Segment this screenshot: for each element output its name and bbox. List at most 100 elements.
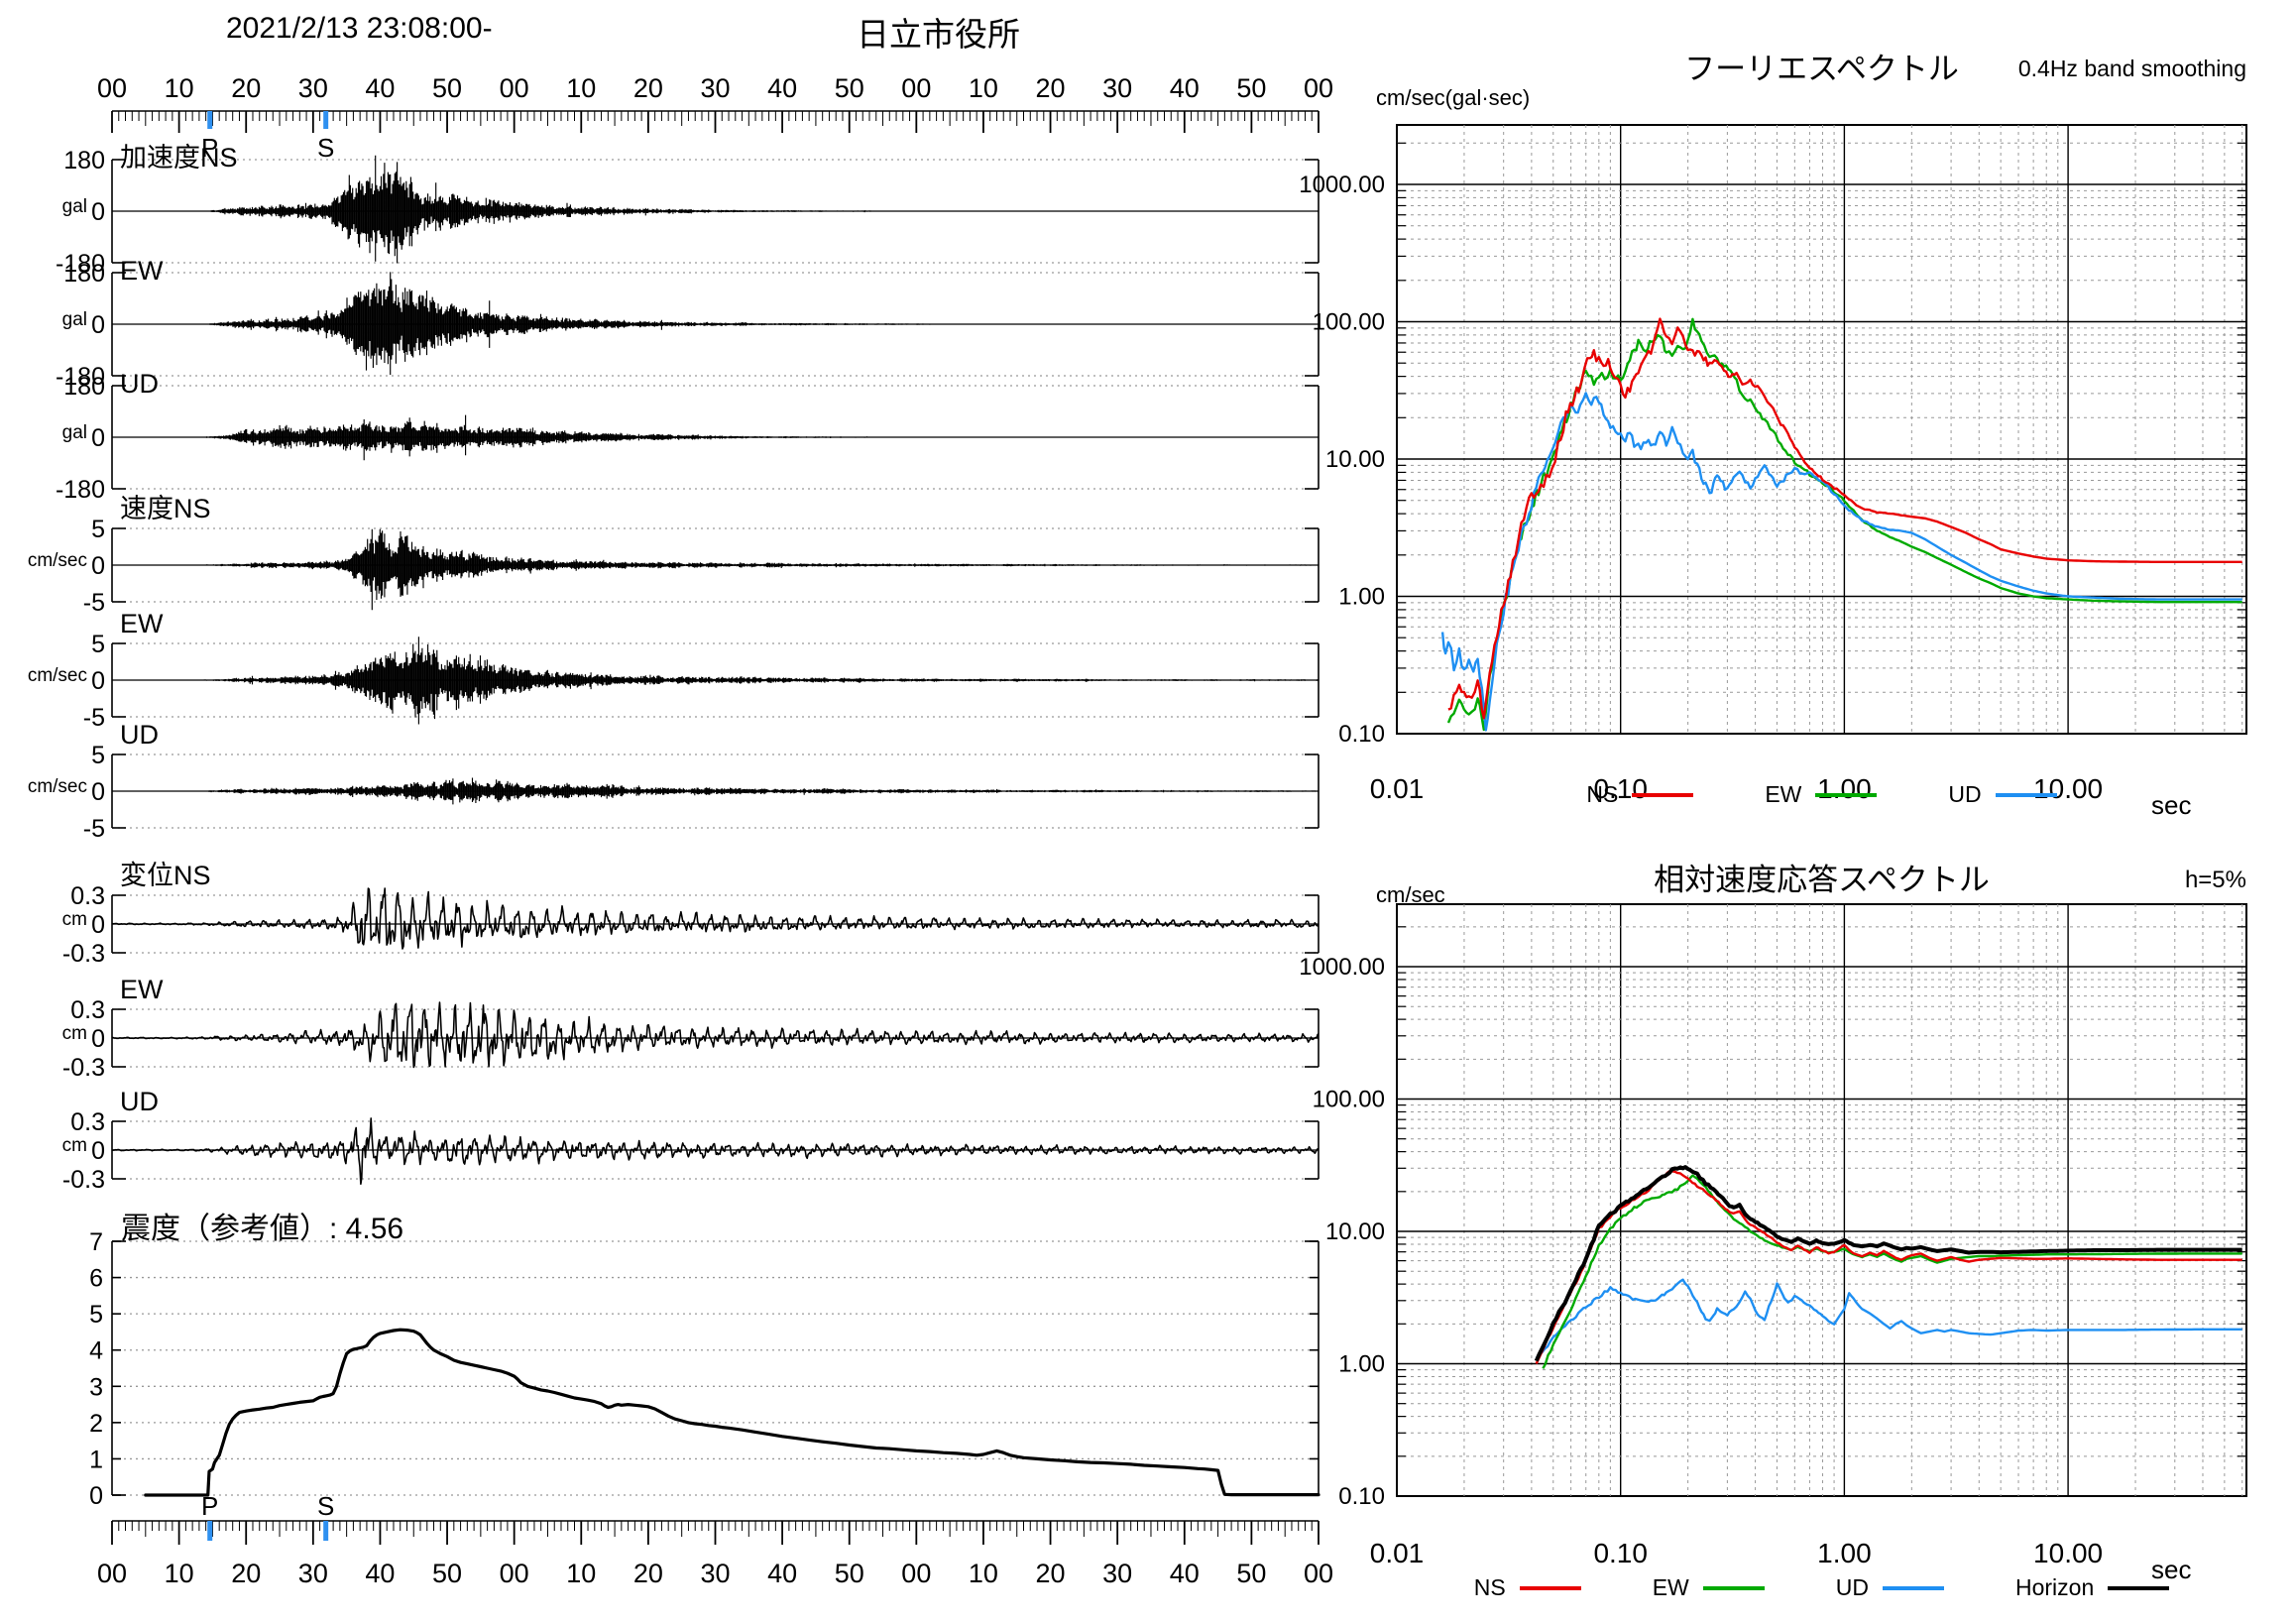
svg-text:cm: cm <box>62 1023 87 1044</box>
svg-text:0.01: 0.01 <box>1370 773 1425 804</box>
legend-line-horizon <box>2108 1585 2170 1590</box>
svg-text:1: 1 <box>89 1446 103 1473</box>
svg-text:30: 30 <box>1102 1559 1132 1588</box>
svg-text:20: 20 <box>1036 1559 1066 1588</box>
legend-line-ns <box>1519 1585 1581 1590</box>
svg-text:0: 0 <box>91 1137 105 1165</box>
svg-text:1.00: 1.00 <box>1338 1351 1385 1378</box>
s-marker: S <box>317 111 334 163</box>
svg-text:0: 0 <box>91 667 105 695</box>
response-spectrum-chart-curves <box>1534 1165 2242 1369</box>
svg-text:EW: EW <box>120 609 164 638</box>
top-time-axis: 00 10 20 30 40 50 00 10 20 30 40 50 00 10 20 30 40 50 00 P S <box>97 73 1333 163</box>
svg-text:4: 4 <box>89 1337 103 1365</box>
svg-text:cm/sec: cm/sec <box>28 665 87 686</box>
svg-text:2: 2 <box>89 1410 103 1438</box>
svg-text:10: 10 <box>969 1559 998 1588</box>
waveform <box>200 272 1023 375</box>
svg-text:00: 00 <box>901 73 931 103</box>
waveform <box>111 1117 1320 1185</box>
svg-text:30: 30 <box>298 1559 328 1588</box>
svg-text:10.00: 10.00 <box>2033 1538 2103 1568</box>
svg-text:-5: -5 <box>83 589 105 617</box>
svg-text:10.00: 10.00 <box>1325 446 1385 473</box>
svg-text:0: 0 <box>91 198 105 226</box>
svg-text:50: 50 <box>432 73 462 103</box>
svg-text:0.3: 0.3 <box>70 996 105 1024</box>
waveform <box>197 777 1320 805</box>
svg-text:sec: sec <box>2151 790 2191 820</box>
svg-text:10: 10 <box>165 1559 194 1588</box>
legend-label-ns: NS <box>1586 781 1619 807</box>
response-spectrum-chart-series-Horizon <box>1534 1165 2242 1362</box>
svg-text:UD: UD <box>120 369 159 399</box>
waveform <box>111 887 1320 950</box>
fourier-y-unit-label: cm/sec(gal·sec) <box>1376 85 1531 110</box>
svg-text:EW: EW <box>120 975 164 1004</box>
svg-text:20: 20 <box>231 73 261 103</box>
svg-text:180: 180 <box>63 260 105 288</box>
svg-text:20: 20 <box>231 1559 261 1588</box>
response-spectrum-chart: 1000.00 100.00 10.00 1.00 0.10 0.01 0.10 1.00 10… <box>1299 903 2247 1584</box>
svg-text:10: 10 <box>969 73 998 103</box>
svg-text:100.00: 100.00 <box>1313 309 1385 336</box>
legend-label-ud: UD <box>1835 1574 1869 1600</box>
svg-text:5: 5 <box>91 742 105 769</box>
svg-text:0: 0 <box>91 778 105 806</box>
intensity-curve <box>144 1328 1320 1497</box>
legend-line-ns <box>1632 792 1694 797</box>
svg-text:0.3: 0.3 <box>70 882 105 910</box>
p-marker: P <box>201 1491 218 1541</box>
svg-text:40: 40 <box>767 73 797 103</box>
svg-text:0: 0 <box>89 1482 103 1510</box>
svg-text:-180: -180 <box>56 476 105 504</box>
svg-text:1.00: 1.00 <box>1817 773 1872 804</box>
legend-line-ew <box>1702 1585 1765 1590</box>
svg-text:50: 50 <box>835 73 864 103</box>
response-spectrum-chart-series-EW <box>1542 1174 2242 1369</box>
legend-line-ud <box>1995 792 2057 797</box>
svg-text:10.00: 10.00 <box>2033 773 2103 804</box>
svg-text:0.10: 0.10 <box>1593 1538 1648 1568</box>
svg-text:40: 40 <box>365 1559 395 1588</box>
waveform <box>200 414 916 461</box>
intensity-value-label: 震度（参考値）: 4.56 <box>121 1213 404 1245</box>
legend-label-ew: EW <box>1652 1574 1689 1600</box>
svg-text:0.10: 0.10 <box>1593 773 1648 804</box>
svg-text:-0.3: -0.3 <box>62 1166 105 1194</box>
svg-text:0: 0 <box>91 911 105 939</box>
svg-text:00: 00 <box>500 1559 529 1588</box>
svg-text:00: 00 <box>1304 73 1333 103</box>
legend-line-ew <box>1815 792 1878 797</box>
waveform <box>200 155 956 264</box>
legend-label-ew: EW <box>1765 781 1802 807</box>
svg-text:7: 7 <box>89 1228 103 1256</box>
svg-text:EW: EW <box>120 256 164 286</box>
svg-text:UD: UD <box>120 720 159 750</box>
svg-text:40: 40 <box>1170 73 1200 103</box>
svg-text:gal: gal <box>62 309 87 330</box>
waveform <box>111 1001 1320 1069</box>
svg-text:-0.3: -0.3 <box>62 1054 105 1082</box>
legend-item-horizon: Horizon <box>2015 1574 2170 1601</box>
p-marker: P <box>201 111 218 163</box>
svg-text:-180: -180 <box>56 250 105 278</box>
svg-text:00: 00 <box>1304 1559 1333 1588</box>
svg-text:40: 40 <box>1170 1559 1200 1588</box>
intensity-panel: 7 6 5 4 3 2 1 0 <box>89 1228 1320 1510</box>
svg-text:P: P <box>201 133 218 163</box>
svg-text:S: S <box>317 133 334 163</box>
svg-text:40: 40 <box>767 1559 797 1588</box>
waveform <box>197 637 1320 725</box>
s-marker: S <box>317 1491 334 1541</box>
station-title: 日立市役所 <box>857 16 1020 53</box>
fourier-title: フーリエスペクトル <box>1684 52 1959 86</box>
svg-text:00: 00 <box>901 1559 931 1588</box>
svg-text:180: 180 <box>63 147 105 174</box>
svg-text:20: 20 <box>633 1559 663 1588</box>
trace-UD-5: 5 -5 0cm/sec UD <box>28 720 1320 843</box>
